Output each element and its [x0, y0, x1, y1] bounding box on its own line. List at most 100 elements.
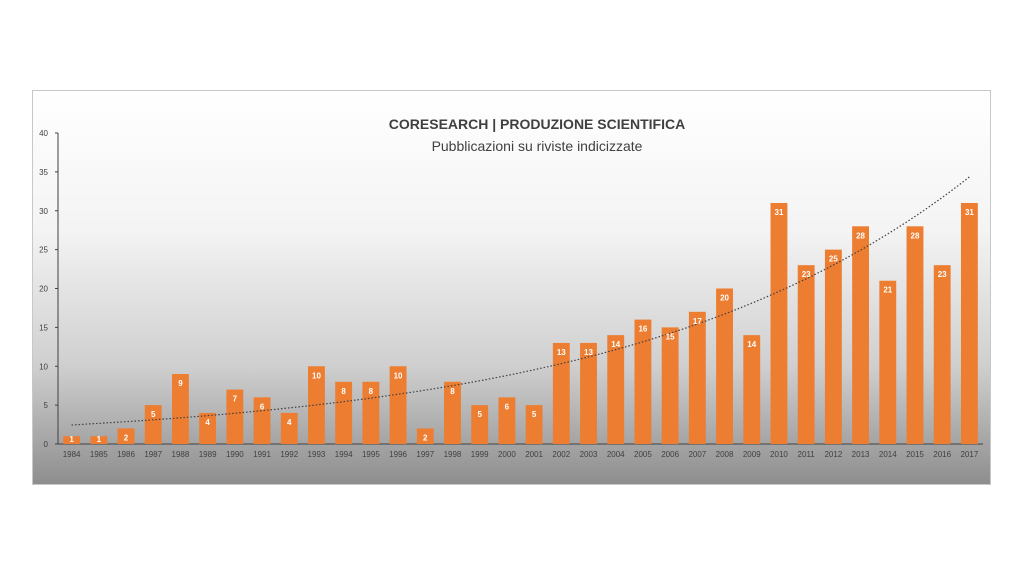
bar: [63, 436, 81, 444]
x-tick-label: 1988: [172, 450, 190, 459]
x-tick-label: 1985: [90, 450, 108, 459]
x-axis: 1984 1985 1986 1987 1988 1989 1990 1991 1992 1993…: [58, 443, 983, 459]
x-tick-label: 2002: [552, 450, 570, 459]
data-label: 5: [151, 410, 156, 419]
bar: [852, 226, 870, 444]
data-label: 23: [938, 270, 947, 279]
x-tick-label: 2009: [743, 450, 761, 459]
x-tick-label: 2013: [852, 450, 870, 459]
bar: [90, 436, 108, 444]
bar: [688, 311, 706, 444]
x-tick-label: 1984: [63, 450, 81, 459]
bar: [634, 319, 652, 444]
trendline: [71, 176, 970, 426]
data-label: 31: [965, 208, 974, 217]
x-tick-label: 1997: [416, 450, 434, 459]
bar: [498, 397, 516, 444]
x-tick-label: 1990: [226, 450, 244, 459]
x-tick-label: 2006: [661, 450, 679, 459]
data-label: 10: [394, 371, 403, 380]
data-label: 10: [312, 371, 321, 380]
x-tick-label: 1995: [362, 450, 380, 459]
bar: [525, 405, 543, 444]
x-tick-label: 2016: [933, 450, 951, 459]
bar: [743, 335, 761, 444]
bar: [444, 381, 461, 444]
data-label: 2: [124, 433, 129, 442]
data-label: 6: [260, 402, 265, 411]
x-tick-label: 2012: [824, 450, 842, 459]
bar: [960, 202, 978, 444]
bar: [335, 381, 353, 444]
bar: [280, 412, 298, 444]
bar: [797, 265, 815, 444]
data-label: 16: [638, 325, 647, 334]
data-label: 4: [287, 418, 292, 427]
x-tick-label: 1996: [389, 450, 407, 459]
bar: [933, 265, 951, 444]
bar: [416, 428, 434, 444]
data-label: 14: [747, 340, 756, 349]
x-tick-label: 1989: [199, 450, 217, 459]
x-tick-label: 2004: [607, 450, 625, 459]
x-tick-label: 2000: [498, 450, 516, 459]
data-label: 1: [97, 435, 102, 444]
bar: [879, 280, 897, 444]
y-tick-label: 25: [39, 246, 48, 255]
bar: [226, 389, 244, 444]
x-tick-label: 2017: [960, 450, 978, 459]
data-label: 8: [450, 387, 455, 396]
bar: [171, 374, 189, 444]
bar: [770, 202, 788, 444]
data-label: 14: [611, 340, 620, 349]
data-label: 5: [477, 410, 482, 419]
data-label: 20: [720, 294, 729, 303]
y-tick-label: 40: [39, 129, 48, 138]
data-label: 25: [829, 255, 838, 264]
data-label: 5: [532, 410, 537, 419]
data-label: 28: [911, 231, 920, 240]
bar: [389, 366, 407, 444]
data-label: 23: [802, 270, 811, 279]
bar: [552, 342, 570, 444]
x-tick-label: 1993: [308, 450, 326, 459]
y-tick-label: 10: [39, 362, 48, 371]
data-label: 17: [693, 317, 702, 326]
x-tick-label: 2015: [906, 450, 924, 459]
x-tick-label: 2003: [580, 450, 598, 459]
x-tick-label: 1992: [280, 450, 298, 459]
y-tick-label: 15: [39, 323, 48, 332]
y-tick-label: 30: [39, 207, 48, 216]
data-label: 8: [369, 387, 374, 396]
data-label: 28: [856, 231, 865, 240]
bar: [199, 412, 217, 444]
data-label: 6: [505, 402, 510, 411]
y-axis: 0 5 10 15 20 25 30 35 40: [39, 129, 59, 449]
y-tick-label: 20: [39, 285, 48, 294]
y-tick-label: 35: [39, 168, 48, 177]
x-tick-label: 1986: [117, 450, 135, 459]
y-tick-label: 5: [44, 401, 49, 410]
bar: [824, 249, 842, 444]
x-tick-label: 2008: [716, 450, 734, 459]
bar: [117, 428, 135, 444]
y-tick-label: 0: [44, 440, 49, 449]
x-tick-label: 2014: [879, 450, 897, 459]
data-label: 13: [557, 348, 566, 357]
bar: [471, 405, 489, 444]
x-tick-label: 1991: [253, 450, 271, 459]
data-label: 1: [69, 435, 74, 444]
data-label: 8: [341, 387, 346, 396]
trendline-path: [71, 176, 970, 426]
bar: [716, 288, 733, 444]
bar: [144, 405, 162, 444]
chart-subtitle: Pubblicazioni su riviste indicizzate: [431, 138, 643, 154]
x-tick-label: 2010: [770, 450, 788, 459]
data-label: 2: [423, 433, 428, 442]
data-label: 31: [775, 208, 784, 217]
chart-title: CORESEARCH | PRODUZIONE SCIENTIFICA: [388, 116, 686, 132]
bar: [607, 335, 625, 444]
data-label: 9: [178, 379, 183, 388]
x-tick-label: 2001: [525, 450, 543, 459]
